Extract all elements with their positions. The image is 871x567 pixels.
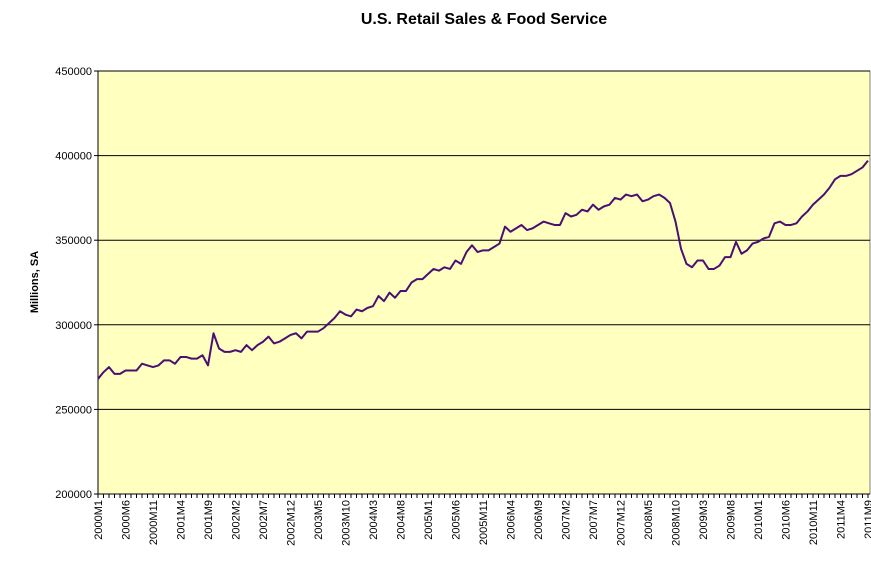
x-tick-label: 2009M8 [726,500,738,540]
x-tick-label: 2004M3 [368,500,380,540]
x-tick-label: 2011M4 [836,500,848,539]
y-axis-label: Millions, SA [29,251,41,313]
x-tick-label: 2003M5 [313,500,325,540]
x-tick-label: 2001M4 [176,500,188,540]
x-tick-label: 2002M12 [286,500,298,546]
x-tick-label: 2010M6 [781,500,793,540]
x-tick-label: 2002M7 [258,500,270,540]
x-tick-label: 2007M7 [588,500,600,540]
y-tick-label: 350000 [55,235,92,247]
x-tick-label: 2005M11 [478,500,490,545]
x-tick-label: 2010M1 [753,500,765,540]
x-tick-label: 2007M12 [616,500,628,546]
x-tick-label: 2005M6 [451,500,463,540]
x-tick-label: 2006M9 [533,500,545,540]
x-tick-label: 2000M6 [121,500,133,540]
x-tick-label: 2002M2 [231,500,243,540]
x-tick-label: 2007M2 [561,500,573,540]
x-tick-label: 2006M4 [506,500,518,540]
x-tick-label: 2005M1 [423,500,435,540]
y-tick-label: 300000 [55,320,92,332]
y-tick-label: 450000 [55,66,92,78]
x-tick-label: 2008M5 [643,500,655,540]
x-tick-label: 2001M9 [203,500,215,540]
data-line [97,160,869,380]
x-tick-label: 2004M8 [396,500,408,540]
x-tick-label: 2003M10 [341,500,353,546]
x-tick-label: 2010M11 [808,500,820,545]
y-tick-label: 400000 [55,151,92,163]
x-tick-label: 2009M3 [698,500,710,540]
x-tick-label: 2008M10 [671,500,683,546]
x-tick-label: 2000M1 [93,500,105,540]
plot-area [97,70,871,495]
chart-title: U.S. Retail Sales & Food Service [361,11,607,28]
y-tick-label: 200000 [55,489,92,501]
x-tick-label: 2011M9 [863,500,871,539]
x-tick-label: 2000M11 [148,500,160,545]
y-tick-label: 250000 [55,404,92,416]
